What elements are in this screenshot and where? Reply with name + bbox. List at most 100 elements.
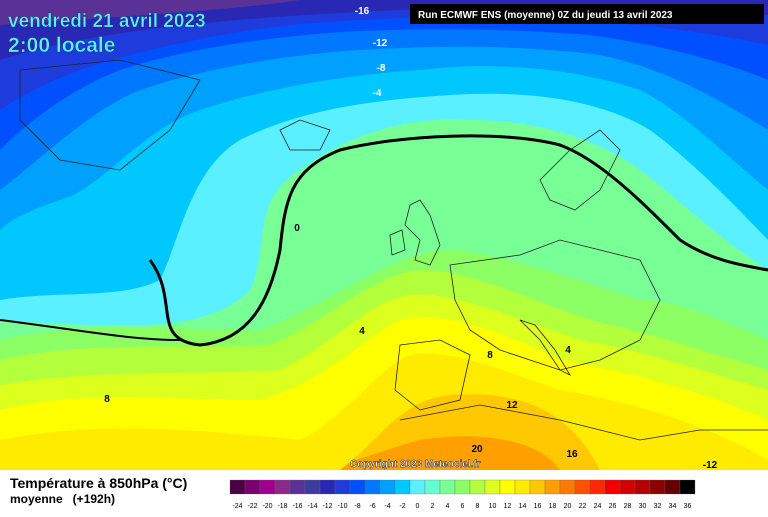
contour-label: 16 [566, 449, 578, 460]
scale-label: -4 [384, 503, 390, 510]
date: vendredi 21 avril 2023 [8, 11, 206, 32]
scale-label: -24 [232, 503, 242, 510]
scale-swatch [394, 479, 411, 495]
scale-swatch [349, 479, 366, 495]
scale-label: 20 [564, 503, 572, 510]
scale-label: 30 [639, 503, 647, 510]
zero-isotherm [148, 134, 768, 347]
run-info: Run ECMWF ENS (moyenne) 0Z du jeudi 13 a… [418, 10, 673, 21]
coast-iceland [279, 119, 331, 151]
legend-title: Température à 850hPa (°C) [10, 475, 187, 491]
scale-swatch [664, 479, 681, 495]
coast-greenland [19, 59, 201, 171]
scale-swatch [634, 479, 651, 495]
scale-swatch [319, 479, 336, 495]
scale-label: 8 [476, 503, 480, 510]
scale-swatch [649, 479, 666, 495]
scale-swatch [604, 479, 621, 495]
scale-label: 28 [624, 503, 632, 510]
copyright: Copyright 2023 Meteociel.fr [350, 459, 481, 470]
scale-swatch [229, 479, 246, 495]
band-minus-16 [0, 0, 300, 25]
contour-label: 8 [104, 394, 110, 405]
scale-swatch [289, 479, 306, 495]
contour-label: 20 [471, 444, 483, 455]
scale-swatch [304, 479, 321, 495]
scale-label: 0 [416, 503, 420, 510]
scale-label: -8 [354, 503, 360, 510]
scale-label: 10 [489, 503, 497, 510]
scale-swatch [619, 479, 636, 495]
scale-label: -2 [399, 503, 405, 510]
scale-swatch [544, 479, 561, 495]
scale-label: -20 [262, 503, 272, 510]
coast-europe [449, 239, 661, 371]
contour-label: 4 [565, 345, 571, 356]
coast-scandinavia [539, 129, 621, 211]
color-scale: -24 -22 -20 -18 -16 -14 -12 -10 -8 -6 -4 -2 0 2 4 6 8 10 1… [229, 479, 696, 510]
contour-label: -16 [355, 6, 370, 17]
run-box [410, 4, 764, 24]
scale-label: -6 [369, 503, 375, 510]
scale-label: 34 [669, 503, 677, 510]
scale-swatch [679, 479, 696, 495]
contour-label: 8 [487, 350, 493, 361]
scale-label: 2 [431, 503, 435, 510]
scale-label: 32 [654, 503, 662, 510]
contour-label: -12 [703, 460, 718, 471]
scale-label: -22 [247, 503, 257, 510]
scale-swatch [499, 479, 516, 495]
coast-italy [519, 319, 572, 376]
scale-label: 26 [609, 503, 617, 510]
scale-label: 16 [534, 503, 542, 510]
scale-label: 22 [579, 503, 587, 510]
scale-label: 6 [461, 503, 465, 510]
scale-swatch [529, 479, 546, 495]
scale-swatch [274, 479, 291, 495]
legend-subtitle: moyenne (+192h) [10, 492, 115, 506]
scale-swatch [559, 479, 576, 495]
scale-swatch [244, 479, 261, 495]
scale-label: 24 [594, 503, 602, 510]
scale-swatch [589, 479, 606, 495]
scale-swatch [259, 479, 276, 495]
zero-isotherm-west [0, 319, 181, 341]
scale-swatch [574, 479, 591, 495]
coast-uk [404, 199, 441, 266]
contour-label: -12 [373, 38, 388, 49]
scale-swatch [469, 479, 486, 495]
contour-label: 4 [359, 326, 365, 337]
scale-swatch [514, 479, 531, 495]
scale-label: -12 [322, 503, 332, 510]
scale-label: 12 [504, 503, 512, 510]
coast-africa [399, 404, 768, 441]
scale-label: 4 [446, 503, 450, 510]
coastlines [19, 59, 768, 441]
scale-label: -10 [337, 503, 347, 510]
band-minus-10 [0, 0, 768, 110]
coast-ireland [389, 229, 406, 256]
scale-label: 18 [549, 503, 557, 510]
scale-swatch [439, 479, 456, 495]
scale-swatch [424, 479, 441, 495]
scale-swatch [379, 479, 396, 495]
coast-iberia [394, 339, 471, 411]
band-minus-12 [0, 0, 768, 60]
contour-label: -4 [373, 88, 382, 99]
scale-swatch [484, 479, 501, 495]
scale-label: -18 [277, 503, 287, 510]
scale-swatch [409, 479, 426, 495]
scale-label: -16 [292, 503, 302, 510]
contour-labels: -16 -12 -8 -4 0 4 8 4 8 12 20 16 -12 [104, 6, 717, 471]
time: 2:00 locale [8, 34, 115, 57]
contour-label: 12 [506, 400, 518, 411]
scale-swatch [454, 479, 471, 495]
scale-label: -14 [307, 503, 317, 510]
scale-swatch [334, 479, 351, 495]
contour-label: 0 [294, 223, 300, 234]
scale-label: 14 [519, 503, 527, 510]
contour-label: -8 [377, 63, 386, 74]
scale-swatch [364, 479, 381, 495]
